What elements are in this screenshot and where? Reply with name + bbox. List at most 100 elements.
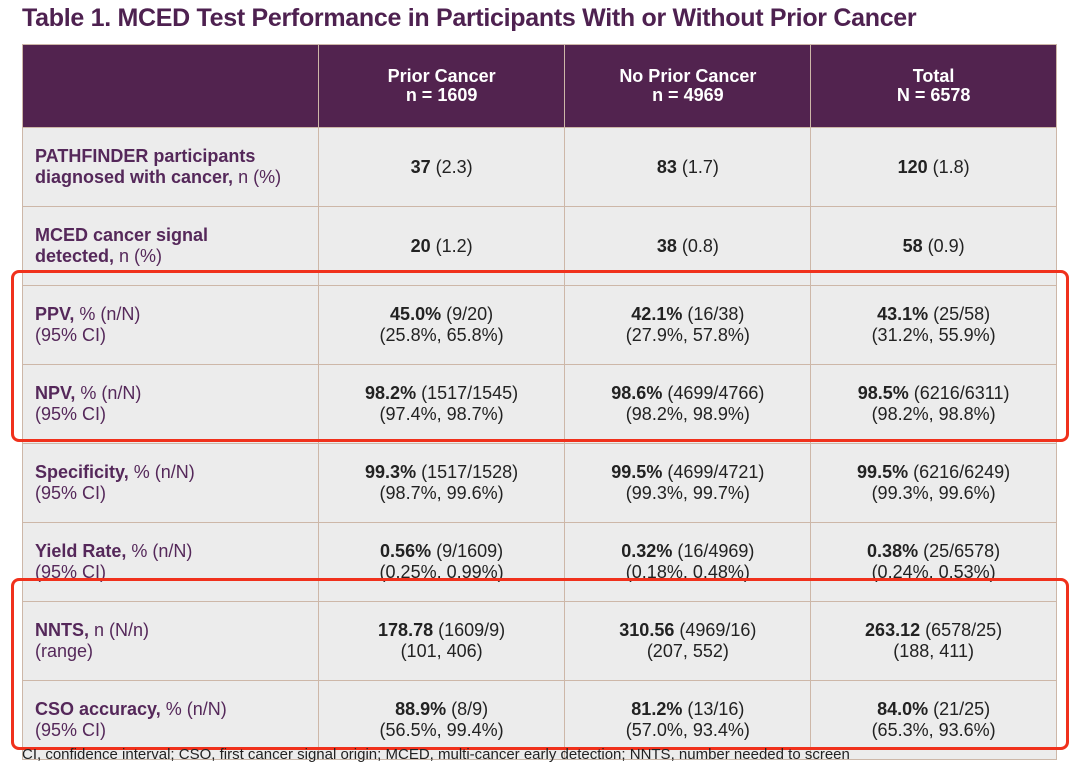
value-count: (0.9) — [922, 235, 965, 256]
value-count: (16/38) — [682, 304, 745, 324]
row-sublabel: (95% CI) — [35, 720, 107, 740]
value-main: 263.12 — [865, 620, 921, 640]
value-cell: 0.32% (16/4969) (0.18%, 0.48%) — [564, 522, 812, 602]
value-main: 0.32% — [621, 541, 673, 561]
value-cell: 45.0% (9/20) (25.8%, 65.8%) — [317, 285, 566, 365]
value-cell: 0.38% (25/6578) (0.24%, 0.53%) — [810, 522, 1057, 602]
row-unit: % (n/N) — [128, 462, 195, 482]
table-title: Table 1. MCED Test Performance in Partic… — [22, 4, 917, 32]
value-cell: 58 (0.9) — [810, 206, 1057, 286]
performance-table: Prior Cancer n = 1609 No Prior Cancer n = 4… — [22, 44, 1057, 760]
value-ci: (65.3%, 93.6%) — [871, 720, 996, 740]
value-count: (1.7) — [676, 156, 719, 177]
row-label: Yield Rate, — [35, 541, 127, 561]
value-main: 20 — [410, 235, 431, 256]
value-ci: (0.24%, 0.53%) — [871, 562, 996, 582]
value-count: (6216/6311) — [908, 383, 1010, 403]
value-ci: (101, 406) — [400, 641, 483, 661]
row-label-cell: Yield Rate, % (n/N) (95% CI) — [22, 522, 319, 602]
header-count: n = 1609 — [405, 85, 478, 105]
header-count: n = 4969 — [652, 85, 724, 105]
table-row: NPV, % (n/N) (95% CI) 98.2% (1517/1545) (97… — [22, 364, 1057, 444]
header-label: Prior Cancer — [387, 66, 496, 86]
value-main: 98.2% — [365, 383, 417, 403]
value-cell: 310.56 (4969/16) (207, 552) — [564, 601, 812, 681]
value-count: (1.2) — [430, 235, 473, 256]
row-label-cell: NPV, % (n/N) (95% CI) — [22, 364, 319, 444]
row-unit: n (%) — [114, 246, 163, 266]
value-count: (16/4969) — [672, 541, 755, 561]
value-main: 99.5% — [857, 462, 909, 482]
value-ci: (98.2%, 98.9%) — [625, 404, 750, 424]
value-count: (1517/1528) — [416, 462, 519, 482]
value-main: 99.5% — [611, 462, 663, 482]
row-label: Specificity, — [35, 462, 129, 482]
row-label-cell: PPV, % (n/N) (95% CI) — [22, 285, 319, 365]
table-row: PATHFINDER participants diagnosed with ca… — [22, 127, 1057, 207]
row-sublabel: (95% CI) — [35, 483, 107, 503]
value-main: 0.56% — [380, 541, 432, 561]
row-unit: % (n/N) — [74, 304, 141, 324]
row-unit: n (%) — [233, 167, 282, 187]
value-cell: 43.1% (25/58) (31.2%, 55.9%) — [810, 285, 1057, 365]
row-label: NNTS, — [35, 620, 89, 640]
value-ci: (57.0%, 93.4%) — [625, 720, 750, 740]
row-label-cell: CSO accuracy, % (n/N) (95% CI) — [22, 680, 319, 760]
row-label: MCED cancer signal — [35, 225, 209, 245]
value-cell: 83 (1.7) — [564, 127, 812, 207]
value-main: 83 — [656, 156, 677, 177]
value-cell: 178.78 (1609/9) (101, 406) — [317, 601, 566, 681]
value-cell: 263.12 (6578/25) (188, 411) — [810, 601, 1057, 681]
value-main: 88.9% — [395, 699, 447, 719]
value-count: (8/9) — [446, 699, 489, 719]
value-main: 81.2% — [631, 699, 683, 719]
value-ci: (98.7%, 99.6%) — [379, 483, 504, 503]
value-cell: 99.5% (4699/4721) (99.3%, 99.7%) — [564, 443, 812, 523]
value-ci: (56.5%, 99.4%) — [379, 720, 504, 740]
column-header — [22, 44, 319, 128]
value-count: (4699/4766) — [662, 383, 765, 403]
value-ci: (0.25%, 0.99%) — [379, 562, 504, 582]
value-count: (25/6578) — [918, 541, 1001, 561]
table-row: NNTS, n (N/n) (range) 178.78 (1609/9) (101,… — [22, 601, 1057, 681]
value-cell: 42.1% (16/38) (27.9%, 57.8%) — [564, 285, 812, 365]
value-main: 38 — [656, 235, 677, 256]
value-count: (25/58) — [928, 304, 991, 324]
column-header: Total N = 6578 — [810, 44, 1057, 128]
row-label-cell: NNTS, n (N/n) (range) — [22, 601, 319, 681]
row-unit: n (N/n) — [89, 620, 150, 640]
header-count: N = 6578 — [896, 85, 971, 105]
value-ci: (207, 552) — [646, 641, 729, 661]
header-label: No Prior Cancer — [619, 66, 757, 86]
footnote: CI, confidence interval; CSO, first canc… — [22, 746, 850, 763]
column-header: No Prior Cancer n = 4969 — [564, 44, 812, 128]
table-row: CSO accuracy, % (n/N) (95% CI) 88.9% (8/9)… — [22, 680, 1057, 760]
table-row: MCED cancer signal detected, n (%) 20 (1.2… — [22, 206, 1057, 286]
value-count: (9/1609) — [431, 541, 504, 561]
value-main: 58 — [902, 235, 923, 256]
row-label: CSO accuracy, — [35, 699, 161, 719]
value-count: (0.8) — [676, 235, 719, 256]
value-count: (1609/9) — [433, 620, 506, 640]
value-main: 120 — [897, 156, 928, 177]
value-count: (4699/4721) — [662, 462, 765, 482]
value-count: (6216/6249) — [908, 462, 1011, 482]
value-count: (2.3) — [430, 156, 473, 177]
value-main: 45.0% — [390, 304, 442, 324]
value-ci: (188, 411) — [893, 641, 974, 661]
row-label: PATHFINDER participants — [35, 146, 256, 166]
value-cell: 37 (2.3) — [317, 127, 566, 207]
value-cell: 99.5% (6216/6249) (99.3%, 99.6%) — [810, 443, 1057, 523]
value-count: (1517/1545) — [416, 383, 519, 403]
value-main: 99.3% — [365, 462, 417, 482]
row-unit: % (n/N) — [126, 541, 193, 561]
value-cell: 99.3% (1517/1528) (98.7%, 99.6%) — [317, 443, 566, 523]
value-count: (1.8) — [927, 156, 970, 177]
value-cell: 98.2% (1517/1545) (97.4%, 98.7%) — [317, 364, 566, 444]
value-main: 84.0% — [877, 699, 929, 719]
value-cell: 38 (0.8) — [564, 206, 812, 286]
value-cell: 120 (1.8) — [810, 127, 1057, 207]
value-ci: (98.2%, 98.8%) — [871, 404, 996, 424]
row-label-cell: MCED cancer signal detected, n (%) — [22, 206, 319, 286]
row-label: PPV, — [35, 304, 75, 324]
